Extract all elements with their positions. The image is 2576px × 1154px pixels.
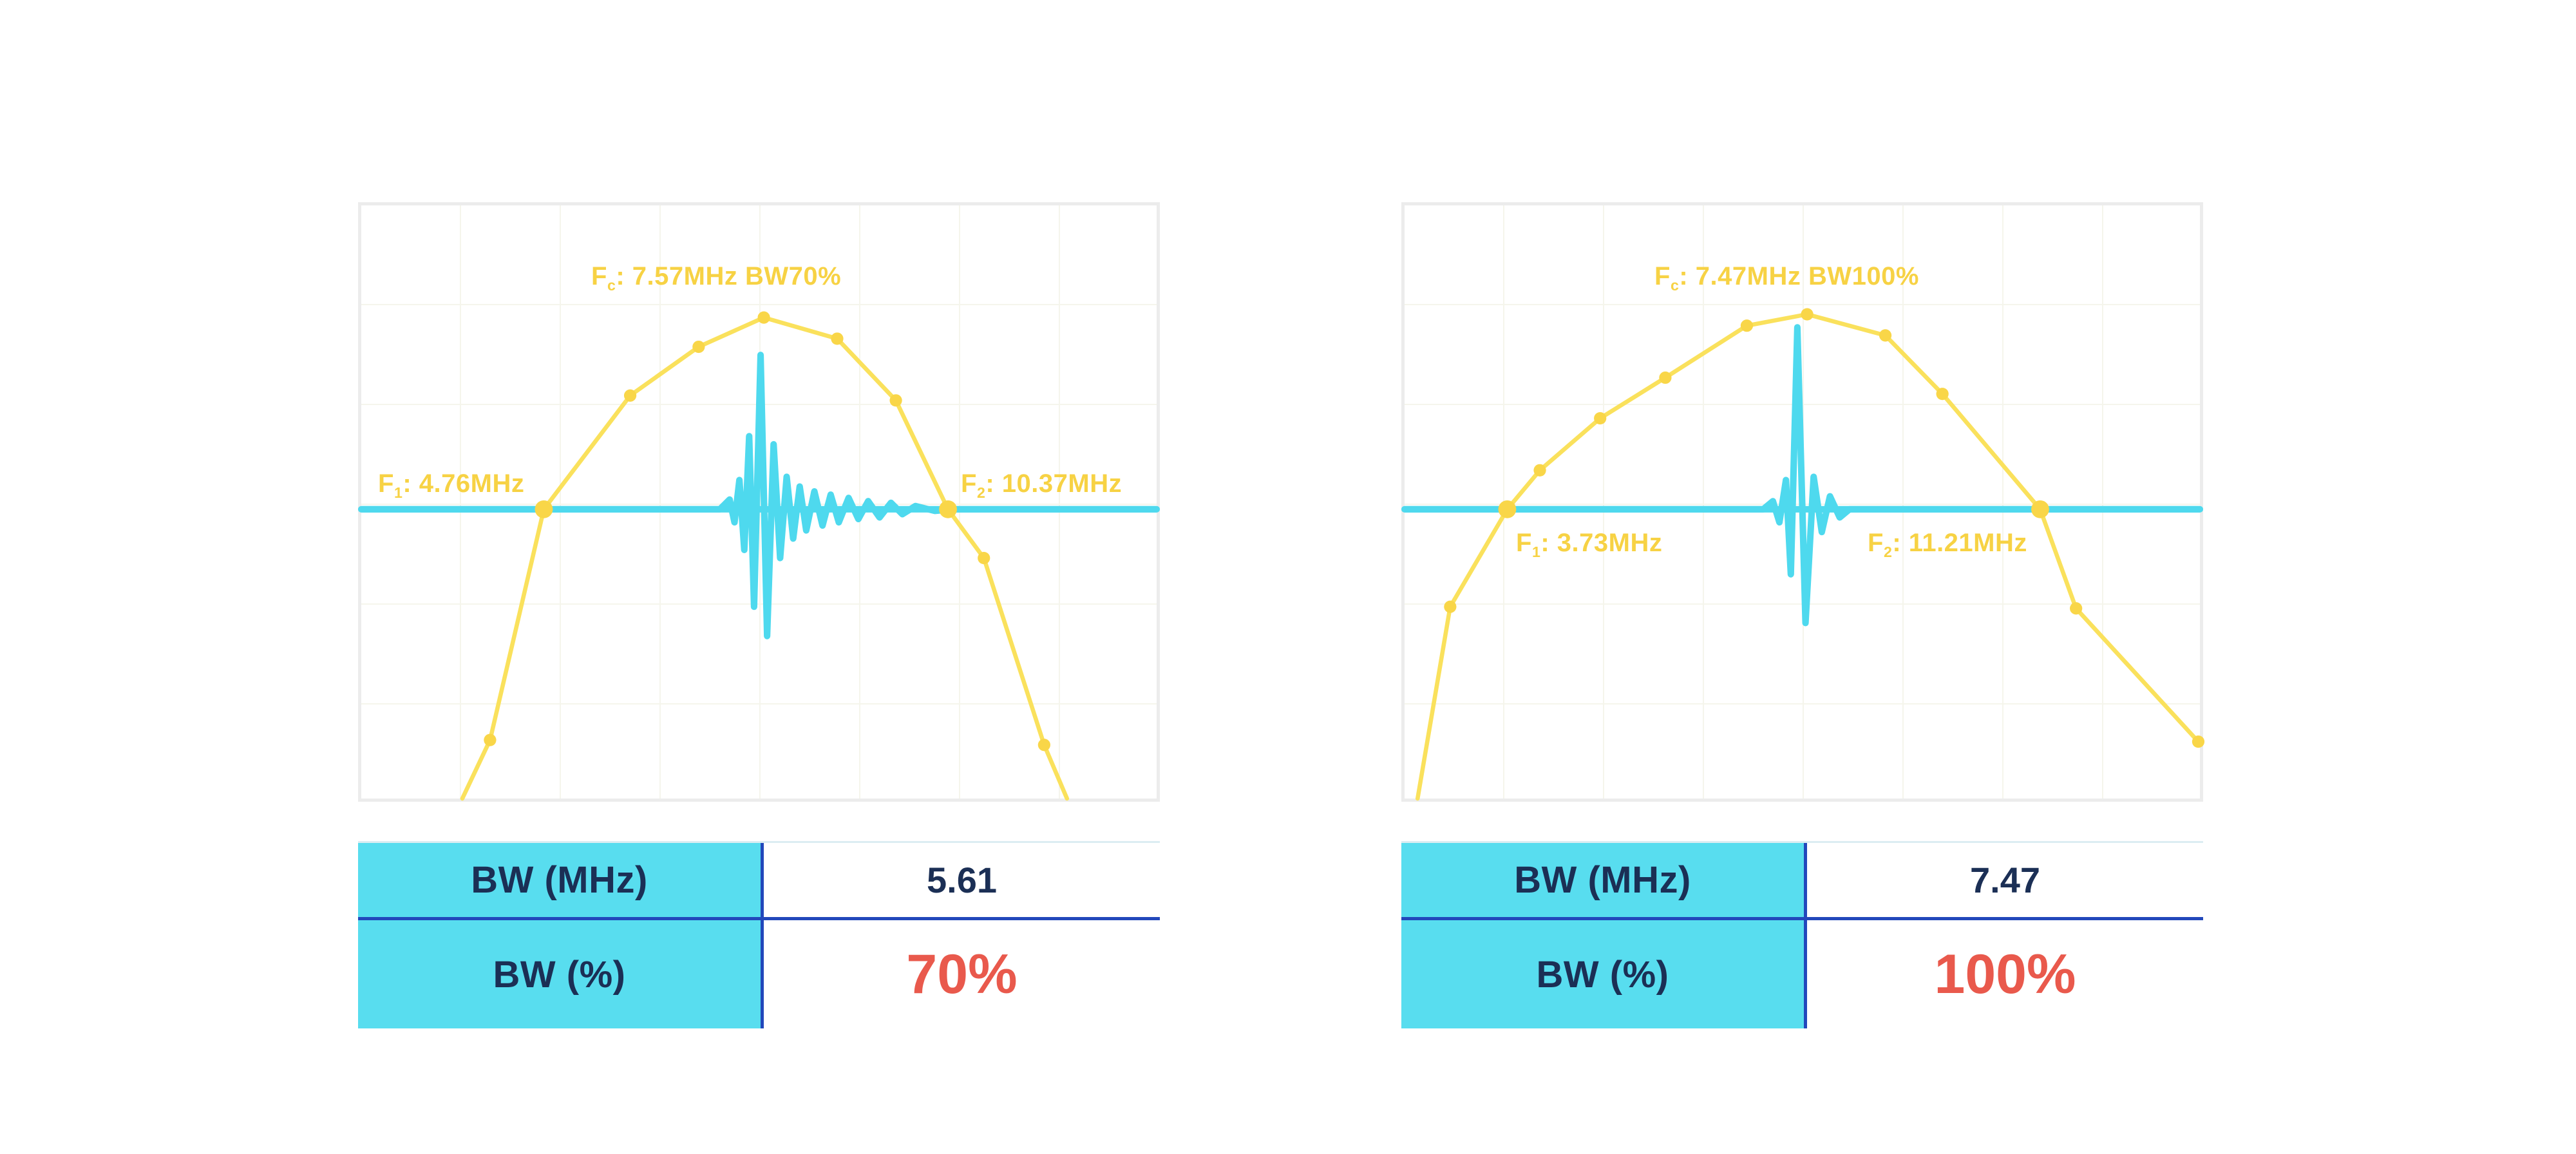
fc-annotation: Fc: 7.57MHz BW70% xyxy=(591,262,841,294)
spectrum-point xyxy=(1037,739,1050,752)
spectrum-point xyxy=(1801,308,1814,321)
f1-subscript: 1 xyxy=(393,484,403,501)
spectrum-point xyxy=(1936,388,1949,401)
spectrum-point xyxy=(757,311,770,324)
spectrum-curve xyxy=(460,315,1070,801)
spectrum-point xyxy=(2192,735,2205,748)
fc-prefix: F xyxy=(1654,262,1671,290)
f2-prefix: F xyxy=(961,469,977,498)
table-row: BW (%) 70% xyxy=(358,920,1160,1028)
f1-prefix: F xyxy=(378,469,394,498)
spectrum-point xyxy=(1659,371,1672,384)
f2-annotation: F2: 10.37MHz xyxy=(961,469,1122,502)
bw-mhz-value: 5.61 xyxy=(927,860,997,900)
spectrum-point xyxy=(1879,329,1892,342)
bw-mhz-label: BW (MHz) xyxy=(358,843,764,917)
f2-annotation: F2: 11.21MHz xyxy=(1868,529,2027,561)
table-row: BW (MHz) 7.47 xyxy=(1401,843,2203,920)
f2-text: : 11.21MHz xyxy=(1892,529,2027,557)
bw-pct-label: BW (%) xyxy=(358,920,764,1028)
bandwidth-crossing-point xyxy=(939,500,957,518)
spectrum-point xyxy=(1444,600,1457,613)
bandwidth-crossing-point xyxy=(535,500,553,518)
table-row: BW (%) 100% xyxy=(1401,920,2203,1028)
left-spectrum-chart-svg xyxy=(357,311,1160,801)
fc-text: : 7.57MHz BW70% xyxy=(616,262,842,290)
f2-text: : 10.37MHz xyxy=(985,469,1122,498)
bw-pct-label: BW (%) xyxy=(1401,920,1807,1028)
spectrum-point xyxy=(623,389,637,402)
f1-subscript: 1 xyxy=(1531,544,1541,560)
right-spectrum-chart-svg xyxy=(1401,308,2205,801)
spectrum-point xyxy=(484,733,497,746)
spectrum-point xyxy=(978,551,990,565)
spectrum-point xyxy=(1740,319,1754,332)
spectrum-point xyxy=(2070,602,2083,615)
table-row: BW (MHz) 5.61 xyxy=(358,843,1160,920)
spectrum-point xyxy=(1533,464,1546,477)
fc-prefix: F xyxy=(591,262,607,290)
spectrum-point xyxy=(831,332,844,345)
pulse-waveform xyxy=(357,352,1160,639)
f1-text: : 4.76MHz xyxy=(402,469,525,498)
pulse-waveform xyxy=(1401,324,2204,627)
bw-pct-value: 100% xyxy=(1934,943,2076,1005)
f2-prefix: F xyxy=(1868,529,1884,557)
f1-annotation: F1: 4.76MHz xyxy=(378,469,524,502)
right-panel: Fc: 7.47MHz BW100% F1: 3.73MHz F2: 11.21… xyxy=(1401,202,2205,1028)
fc-subscript: c xyxy=(607,277,616,294)
fc-subscript: c xyxy=(1670,277,1680,294)
bw-mhz-label: BW (MHz) xyxy=(1401,843,1807,917)
bandwidth-crossing-point xyxy=(1498,500,1517,518)
f1-text: : 3.73MHz xyxy=(1540,529,1663,557)
f2-subscript: 2 xyxy=(1883,544,1893,560)
left-panel: Fc: 7.57MHz BW70% F1: 4.76MHz F2: 10.37M… xyxy=(357,202,1160,1028)
f2-subscript: 2 xyxy=(976,484,986,501)
fc-annotation: Fc: 7.47MHz BW100% xyxy=(1654,262,1919,294)
bw-mhz-value: 7.47 xyxy=(1970,860,2040,900)
f1-annotation: F1: 3.73MHz xyxy=(1516,529,1662,561)
spectrum-point xyxy=(692,340,705,354)
fc-text: : 7.47MHz BW100% xyxy=(1679,262,1919,290)
spectrum-point xyxy=(889,394,902,407)
left-spectrum-chart: Fc: 7.57MHz BW70% F1: 4.76MHz F2: 10.37M… xyxy=(357,202,1160,802)
bw-table: BW (MHz) 5.61 BW (%) 70% xyxy=(358,841,1160,1028)
bw-table: BW (MHz) 7.47 BW (%) 100% xyxy=(1401,841,2203,1028)
spectrum-point xyxy=(1594,411,1607,425)
f1-prefix: F xyxy=(1516,529,1532,557)
bw-pct-value: 70% xyxy=(906,943,1018,1005)
right-spectrum-chart: Fc: 7.47MHz BW100% F1: 3.73MHz F2: 11.21… xyxy=(1401,202,2205,802)
bandwidth-crossing-point xyxy=(2031,500,2049,518)
